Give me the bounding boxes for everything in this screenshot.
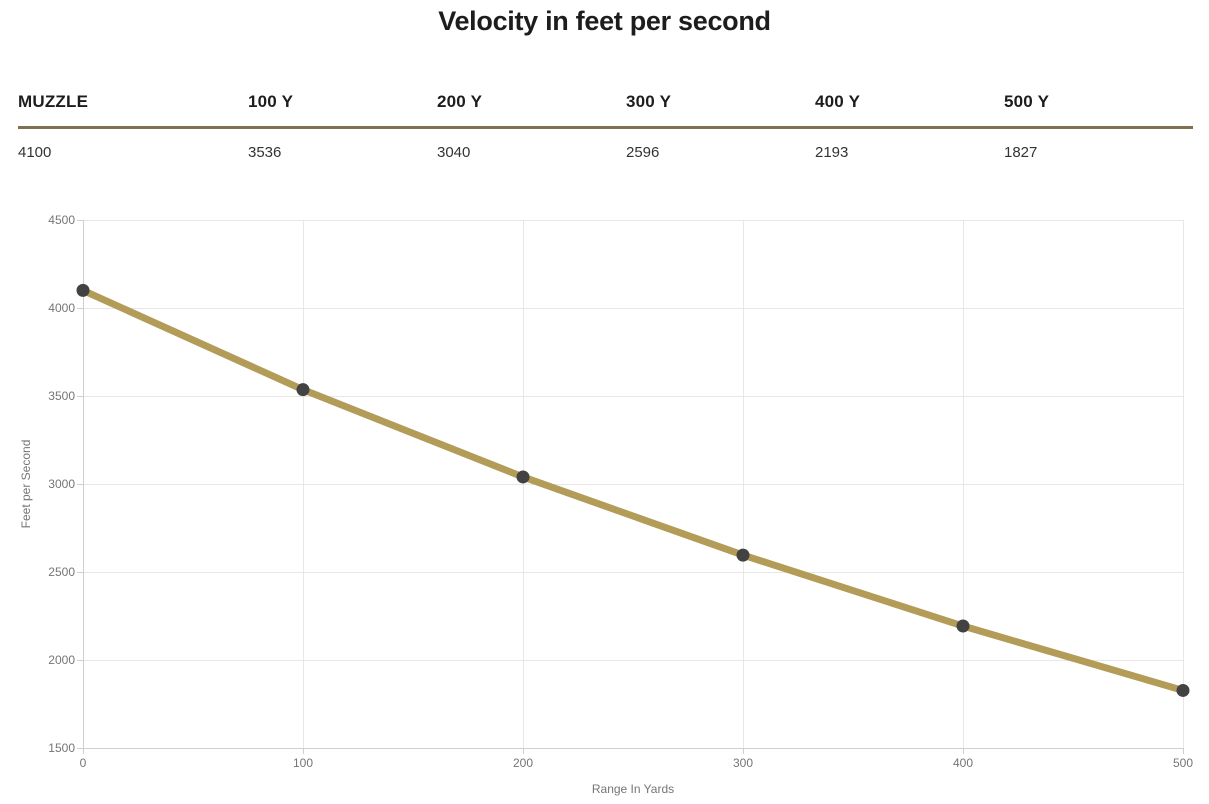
y-tick-label: 4000 (48, 301, 75, 315)
chart-gridlines (83, 220, 1184, 749)
velocity-line (81, 287, 1184, 694)
table-value-500y: 1827 (1004, 144, 1038, 161)
data-point-400y[interactable] (956, 619, 970, 633)
x-tick-label: 400 (953, 756, 973, 770)
y-tick-label: 2500 (48, 565, 75, 579)
x-tick-label: 0 (80, 756, 87, 770)
data-point-0y[interactable] (76, 283, 90, 297)
table-header-500y: 500 Y (1004, 92, 1050, 111)
y-tick-label: 1500 (48, 741, 75, 755)
x-tick-label: 100 (293, 756, 313, 770)
table-header-400y: 400 Y (815, 92, 861, 111)
table-header-100y: 100 Y (248, 92, 294, 111)
velocity-series (76, 283, 1190, 697)
table-value-400y: 2193 (815, 144, 849, 161)
data-point-200y[interactable] (516, 470, 530, 484)
data-point-500y[interactable] (1176, 683, 1190, 697)
data-point-100y[interactable] (296, 383, 310, 397)
x-tick-label: 300 (733, 756, 753, 770)
y-tick-label: 2000 (48, 653, 75, 667)
x-axis-title: Range In Yards (592, 782, 674, 796)
table-header-row: MUZZLE 100 Y 200 Y 300 Y 400 Y 500 Y (18, 92, 1193, 129)
y-tick-label: 3000 (48, 477, 75, 491)
table-value-200y: 3040 (437, 144, 471, 161)
y-tick-label: 4500 (48, 213, 75, 227)
table-value-300y: 2596 (626, 144, 660, 161)
table-value-100y: 3536 (248, 144, 282, 161)
chart-axis-labels: 1500 2000 2500 3000 3500 4000 4500 0 100 200 300 40… (19, 213, 1193, 796)
table-header-300y: 300 Y (626, 92, 672, 111)
table-header-200y: 200 Y (437, 92, 483, 111)
chart-axes (77, 220, 1184, 754)
page-title: Velocity in feet per second (438, 6, 771, 36)
table-value-muzzle: 4100 (18, 144, 52, 161)
table-header-muzzle: MUZZLE (18, 92, 89, 111)
data-point-300y[interactable] (736, 548, 750, 562)
x-tick-label: 500 (1173, 756, 1193, 770)
y-axis-title: Feet per Second (19, 440, 33, 529)
y-tick-label: 3500 (48, 389, 75, 403)
table-value-row: 4100 3536 3040 2596 2193 1827 (18, 129, 1193, 161)
velocity-table: MUZZLE 100 Y 200 Y 300 Y 400 Y 500 Y 410… (18, 92, 1193, 161)
x-tick-label: 200 (513, 756, 533, 770)
